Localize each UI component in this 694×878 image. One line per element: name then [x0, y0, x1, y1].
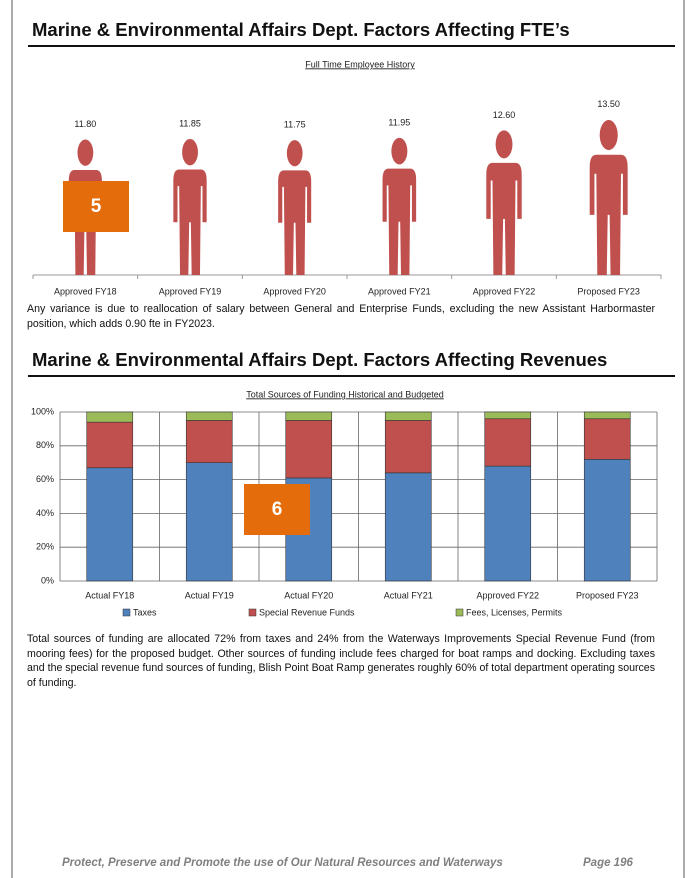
- x-tick-label: Approved FY19: [159, 286, 222, 296]
- value-label: 11.95: [388, 117, 410, 127]
- person-figure: [173, 138, 207, 275]
- y-tick-label: 100%: [31, 406, 54, 416]
- value-label: 11.75: [284, 120, 306, 130]
- legend-label: Special Revenue Funds: [259, 607, 355, 617]
- person-figure: [589, 120, 628, 276]
- person-figure: [486, 130, 522, 275]
- chart-title: Full Time Employee History: [305, 59, 415, 69]
- heading: Marine & Environmental Affairs Dept. Fac…: [32, 349, 608, 370]
- legend-swatch: [248, 608, 257, 617]
- value-label: 11.80: [74, 119, 96, 129]
- bar-segment: [185, 420, 233, 464]
- person-figure: [278, 140, 312, 275]
- bar-segment: [185, 411, 233, 421]
- bar-segment: [484, 465, 532, 582]
- chart-title: Total Sources of Funding Historical and …: [246, 389, 444, 399]
- y-tick-label: 40%: [36, 508, 54, 518]
- x-tick-label: Approved FY22: [473, 286, 536, 296]
- bar-segment: [583, 418, 631, 460]
- x-tick-label: Actual FY21: [384, 590, 433, 600]
- bar-segment: [384, 411, 432, 421]
- paragraph: Total sources of funding are allocated 7…: [27, 633, 655, 689]
- marker: 6: [244, 484, 310, 535]
- heading: Marine & Environmental Affairs Dept. Fac…: [32, 19, 570, 40]
- legend-label: Taxes: [133, 607, 157, 617]
- bar-segment: [185, 462, 233, 582]
- x-tick-label: Proposed FY23: [576, 590, 639, 600]
- bar-segment: [86, 411, 134, 423]
- x-tick-label: Actual FY20: [284, 590, 333, 600]
- bar-segment: [285, 411, 333, 421]
- y-tick-label: 20%: [36, 542, 54, 552]
- y-tick-label: 60%: [36, 474, 54, 484]
- bar-segment: [86, 467, 134, 582]
- y-tick-label: 0%: [41, 575, 54, 585]
- x-tick-label: Approved FY18: [54, 286, 117, 296]
- y-tick-label: 80%: [36, 440, 54, 450]
- footer-motto: Protect, Preserve and Promote the use of…: [62, 857, 503, 869]
- footer-page: Page 196: [583, 857, 633, 869]
- bar-segment: [583, 459, 631, 582]
- paragraph: Any variance is due to reallocation of s…: [27, 303, 655, 330]
- x-tick-label: Approved FY20: [263, 286, 326, 296]
- bar-segment: [384, 472, 432, 582]
- value-label: 11.85: [179, 119, 201, 129]
- legend-label: Fees, Licenses, Permits: [466, 607, 563, 617]
- bar-segment: [86, 421, 134, 469]
- bar-segment: [285, 420, 333, 479]
- person-figure: [382, 137, 417, 275]
- x-tick-label: Actual FY19: [185, 590, 234, 600]
- legend-swatch: [455, 608, 464, 617]
- bar-segment: [484, 418, 532, 467]
- x-tick-label: Approved FY21: [368, 286, 431, 296]
- value-label: 13.50: [597, 99, 620, 109]
- x-tick-label: Actual FY18: [85, 590, 134, 600]
- marker: 5: [63, 181, 129, 232]
- x-tick-label: Proposed FY23: [577, 286, 640, 296]
- bar-segment: [384, 420, 432, 474]
- value-label: 12.60: [493, 110, 516, 120]
- legend-swatch: [122, 608, 131, 617]
- x-tick-label: Approved FY22: [476, 590, 539, 600]
- bar-segment: [583, 411, 631, 420]
- bar-segment: [484, 411, 532, 420]
